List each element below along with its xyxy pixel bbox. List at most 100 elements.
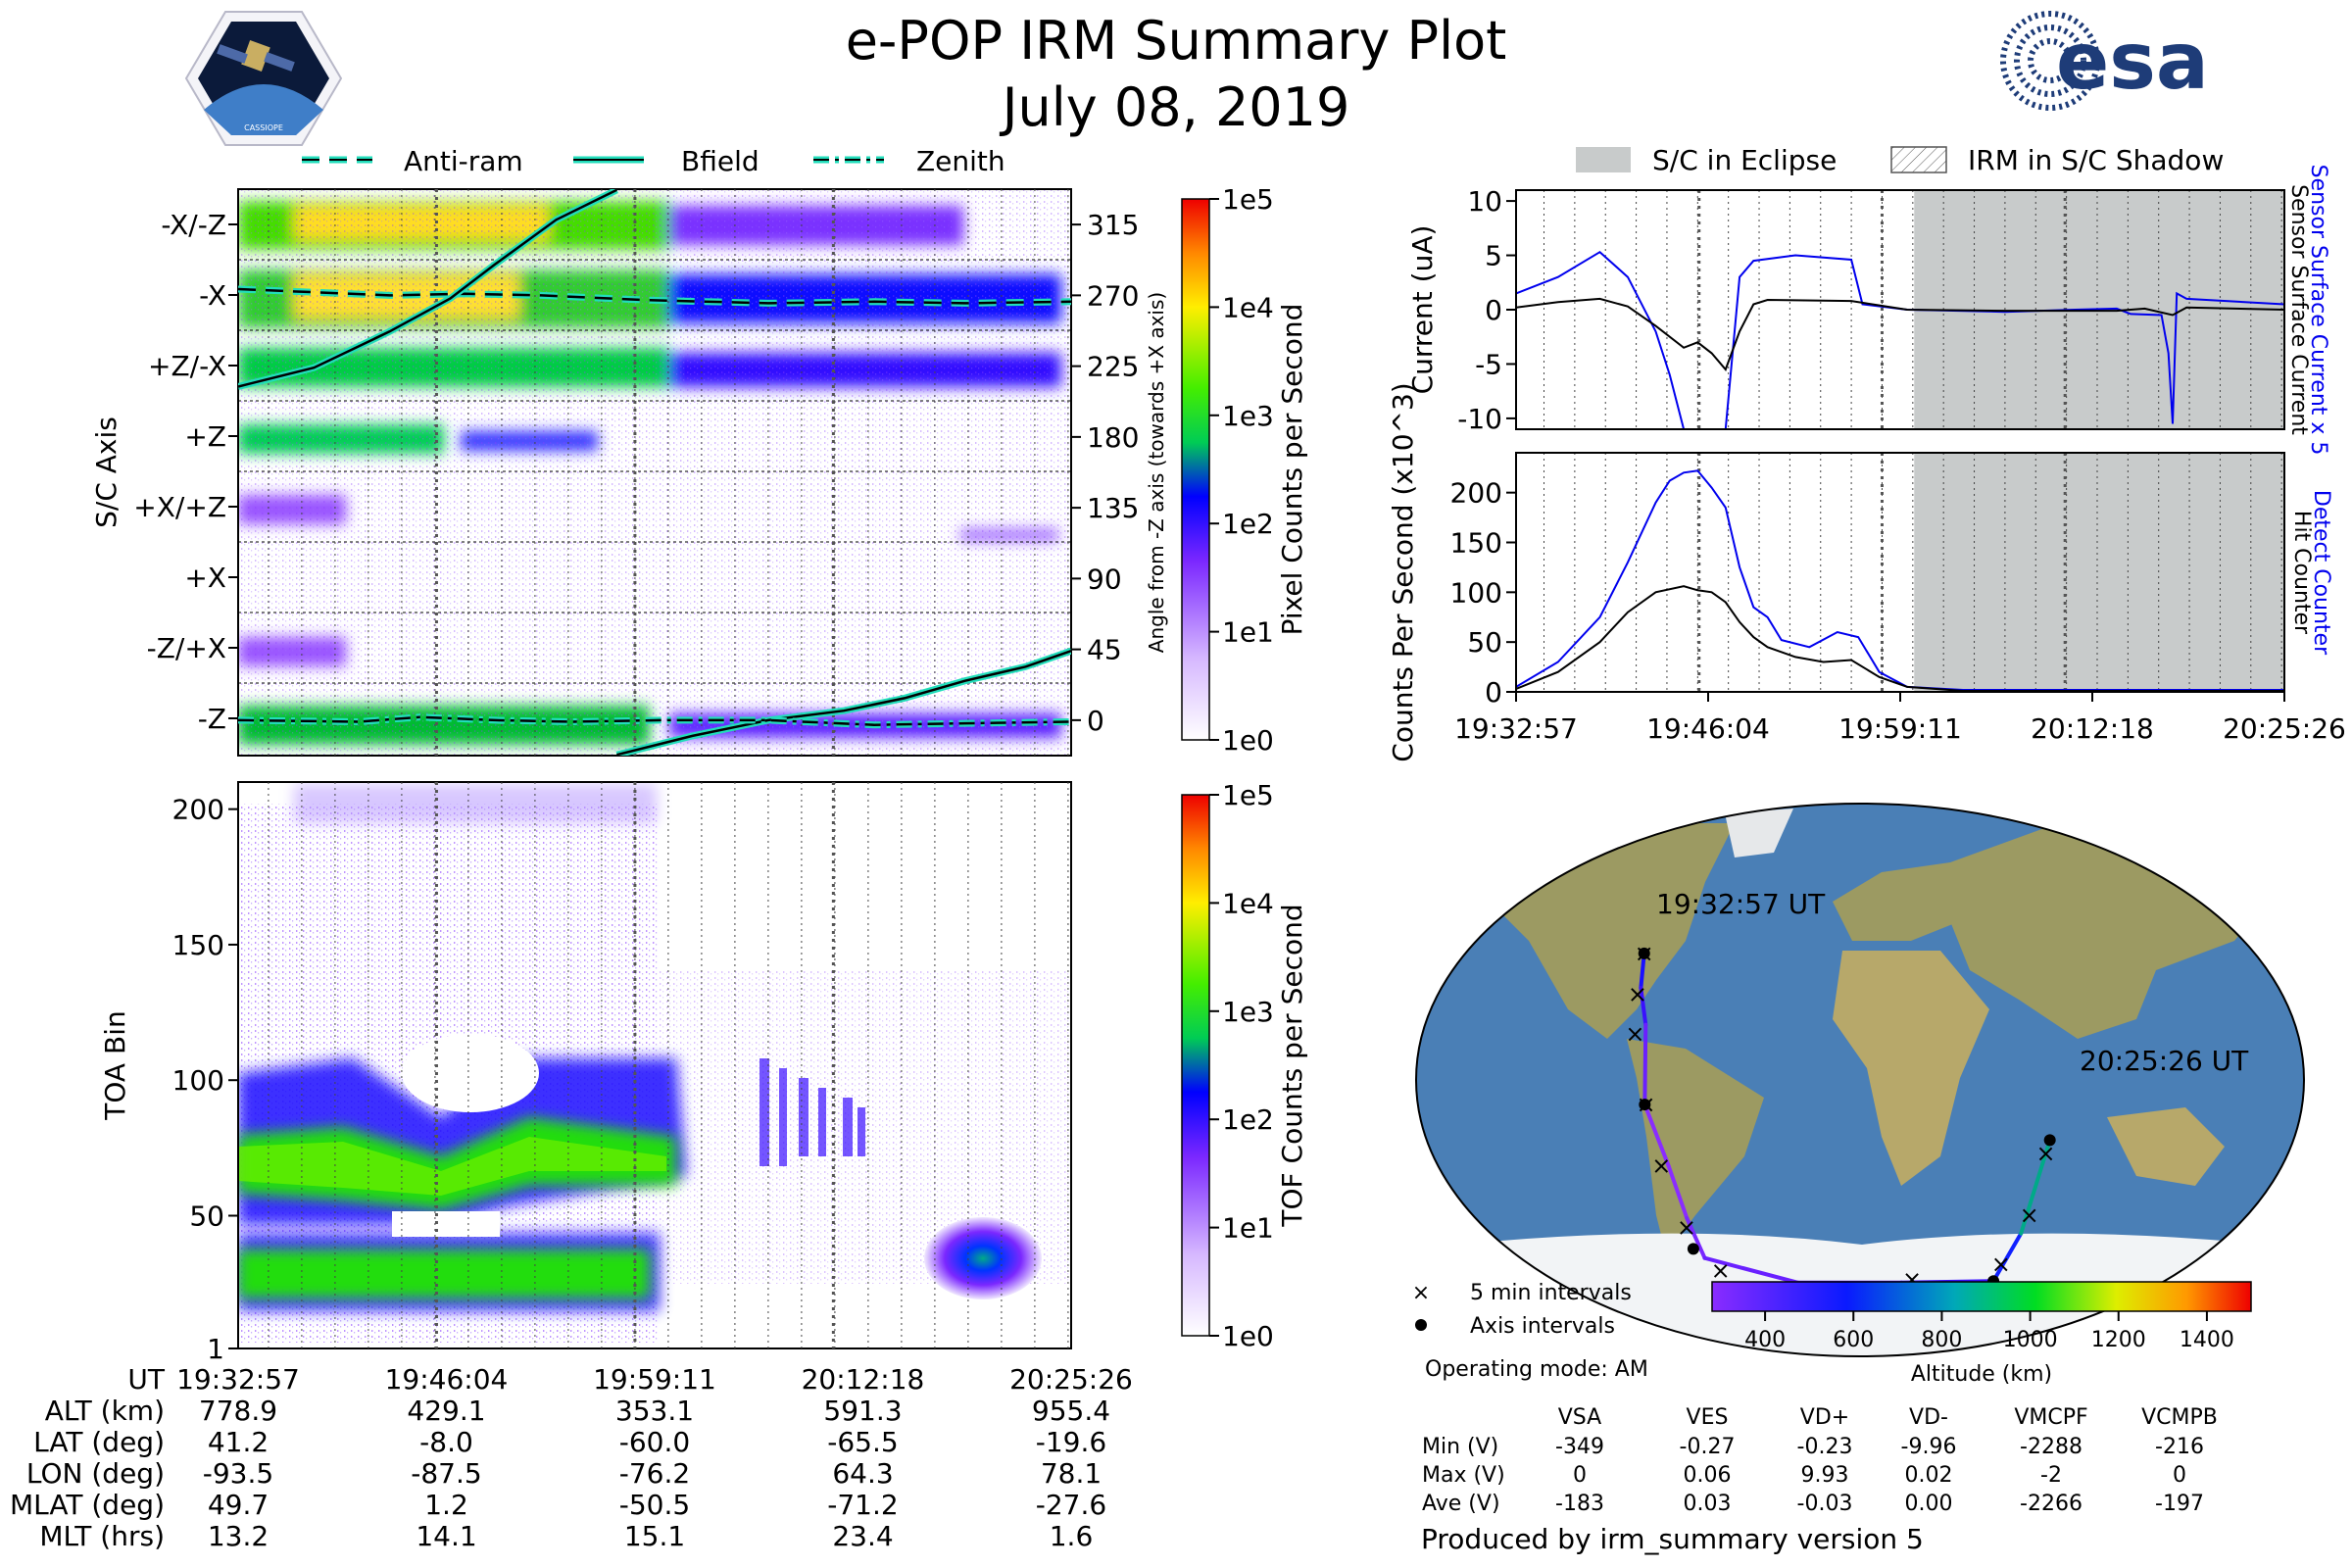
sc-axis-label: +X/+Z [133,491,226,523]
tof-colorbar: 1e0 1e1 1e2 1e3 1e4 1e5 TOF Counts per Second [1181,779,1308,1352]
voltage-cell: -0.23 [1797,1435,1853,1459]
table-row-label: LON (deg) [26,1457,165,1490]
colorbar-tick-label: 1e1 [1222,616,1274,649]
five-min-marker: × [1677,1213,1696,1241]
altitude-tick-label: 600 [1833,1328,1874,1352]
angle-tick-label: 90 [1087,563,1122,595]
series-sensor-surface-current-x-5 [1516,250,1686,429]
ephemeris-table: UT 19:32:57 19:46:04 19:59:11 20:12:18 20:25:… [10,1363,1133,1552]
table-cell: 78.1 [1041,1457,1102,1490]
map-start-label: 19:32:57 UT [1656,888,1826,920]
table-row-label: ALT (km) [45,1395,165,1427]
sc-axis-y-ticks: -X/-Z -X +Z/-X +Z +X/+Z +X -Z/+X -Z [133,209,238,735]
table-cell: 14.1 [416,1520,476,1552]
sc-axis-label: +Z/-X [148,350,226,382]
toa-tick-label: 1 [207,1333,224,1365]
current-y-ticks: -10 -5 0 5 10 [1457,185,1516,435]
altitude-colorbar-ticks: 400 600 800 1000 1200 1400 [1744,1311,2234,1352]
track-segment [1642,1102,1671,1168]
line-bfield [238,189,617,388]
table-cell: 1.2 [424,1489,468,1521]
angle-tick-label: 135 [1087,492,1139,524]
voltage-header: VD- [1909,1405,1948,1430]
axis-marker [1639,1099,1651,1111]
series-detect-counter [1516,469,2284,691]
voltage-cell: -0.03 [1797,1492,1853,1516]
land-australia [2107,1107,2225,1186]
table-cell: 955.4 [1032,1395,1110,1427]
legend-eclipse: S/C in Eclipse [1652,144,1837,176]
colorbar-tick-label: 1e0 [1222,724,1274,757]
tof-colorbar-label: TOF Counts per Second [1276,904,1308,1227]
pixel-colorbar-label: Pixel Counts per Second [1276,304,1308,636]
orbit-map: ××××××××××× 19:32:57 UT 20:25:26 UT [1415,803,2305,1357]
credit-line: Produced by irm_summary version 5 [1421,1523,1924,1555]
table-row-label: UT [127,1363,165,1396]
colorbar-tick-label: 1e4 [1222,887,1274,919]
altitude-tick-label: 1000 [2003,1328,2058,1352]
counts-time-grid [1544,453,2282,692]
counts-y2label-blue: Detect Counter [2309,490,2333,656]
angle-legend: Anti-ram Bfield Zenith [302,145,1005,177]
esa-logo: esa [2000,11,2209,111]
axis-marker [1687,1243,1699,1255]
voltage-cell: 0 [1573,1463,1587,1488]
y-tick-label: 100 [1450,576,1502,609]
time-tick-label: 19:59:11 [1838,712,1962,745]
sc-axis-heatmap [238,189,1071,756]
table-cell: -27.6 [1036,1489,1106,1521]
table-cell: 20:12:18 [802,1363,925,1396]
voltage-cell: -2266 [2020,1492,2082,1516]
sc-axis-y2label: Angle from -Z axis (towards +X axis) [1145,292,1168,653]
current-legend: S/C in Eclipse IRM in S/C Shadow [1576,144,2224,176]
table-cell: -71.2 [827,1489,898,1521]
line-bfield [616,650,1071,756]
voltage-header: VD+ [1800,1405,1849,1430]
voltage-cell: 0.02 [1905,1463,1953,1488]
y-tick-label: 200 [1450,477,1502,510]
colorbar-tick-label: 1e5 [1222,779,1274,811]
y-tick-label: 0 [1485,676,1502,709]
legend-anti-ram: Anti-ram [404,145,523,177]
voltage-header: VSA [1558,1405,1601,1430]
colorbar-tick-label: 1e2 [1222,1103,1274,1136]
series-sensor-surface-current-x-5 [1724,254,2284,429]
sc-axis-label: -Z [198,703,226,735]
angle-tick-label: 45 [1087,634,1122,666]
table-cell: 13.2 [208,1520,269,1552]
counts-x-ticks: 19:32:57 19:46:04 19:59:11 20:12:18 20:25:26 [1454,692,2346,745]
axis-marker [1638,947,1650,959]
pixel-colorbar: 1e0 1e1 1e2 1e3 1e4 1e5 Pixel Counts per Seco… [1181,183,1308,757]
five-min-marker: × [2020,1201,2039,1229]
angle-tick-label: 180 [1087,421,1139,454]
plot-date: July 08, 2019 [1000,76,1350,138]
table-cell: 49.7 [208,1489,269,1521]
time-tick-label: 19:32:57 [1454,712,1578,745]
voltage-cell: 0.03 [1684,1492,1732,1516]
land-europe [1833,862,1960,941]
angle-tick-label: 270 [1087,279,1139,312]
colorbar-tick-label: 1e2 [1222,508,1274,540]
current-lines [1516,250,2284,429]
y-tick-label: -10 [1457,403,1502,435]
counts-y-ticks: 0 50 100 150 200 [1450,477,1516,709]
table-cell: -50.5 [619,1489,690,1521]
current-panel: -10 -5 0 5 10 Current (uA) Sensor Surface Cu… [1406,165,2330,456]
table-cell: -87.5 [411,1457,481,1490]
legend-shadow: IRM in S/C Shadow [1968,144,2224,176]
colorbar-tick-label: 1e3 [1222,996,1274,1028]
table-cell: -60.0 [619,1426,690,1458]
toa-tick-label: 150 [172,929,224,961]
voltage-cell: 0.06 [1684,1463,1732,1488]
counts-y2label-black: Hit Counter [2289,511,2314,635]
y-tick-label: 150 [1450,527,1502,560]
angle-tick-label: 0 [1087,705,1104,737]
voltage-cell: 0.00 [1905,1492,1953,1516]
five-min-marker: × [1625,1020,1644,1048]
table-cell: 429.1 [407,1395,485,1427]
toa-tick-label: 100 [172,1064,224,1097]
sc-axis-angle-ticks: 315 270 225 180 135 90 45 0 [1071,209,1139,737]
track-segment [1639,986,1648,1027]
